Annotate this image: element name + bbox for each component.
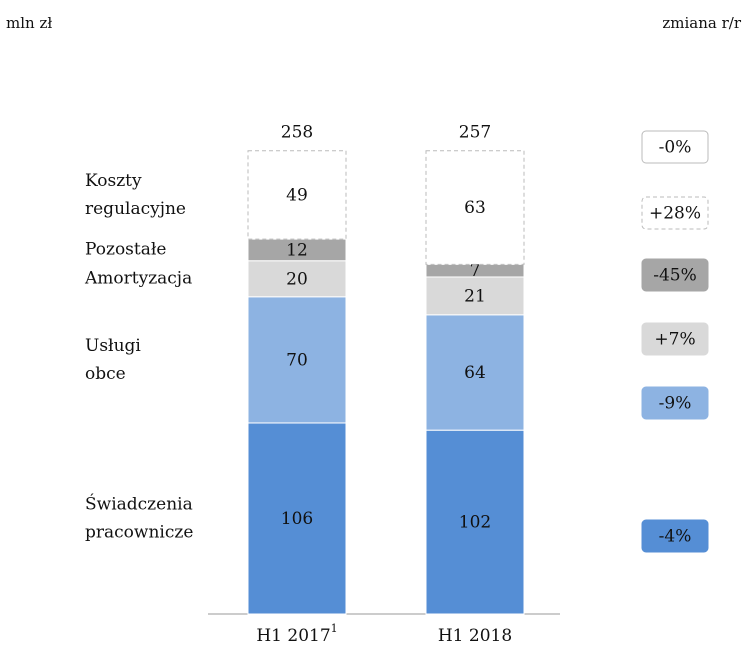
footnote-mark: 1 — [331, 622, 338, 635]
change-label: -9% — [659, 394, 692, 414]
value-label: 70 — [286, 350, 308, 370]
change-box — [641, 196, 709, 230]
legend-label: Świadczenia pracownicze — [85, 493, 193, 542]
bar-segment — [247, 150, 347, 240]
value-label: 21 — [464, 286, 486, 306]
total-label: 257 — [459, 122, 491, 142]
value-label: 63 — [464, 198, 486, 218]
bar-segment — [247, 422, 347, 615]
value-label: 12 — [286, 240, 308, 260]
change-label: -0% — [659, 138, 692, 158]
value-label: 106 — [281, 509, 313, 529]
change-box — [641, 386, 709, 420]
legend-line: Świadczenia — [85, 493, 193, 514]
category-name: H1 2018 — [438, 626, 512, 646]
legend-line: pracownicze — [85, 522, 193, 542]
value-label: 49 — [286, 185, 308, 205]
change-box — [641, 519, 709, 553]
change-box — [641, 258, 709, 292]
total-label: 258 — [281, 122, 313, 142]
legend-label: Pozostałe — [85, 239, 166, 259]
change-box — [641, 130, 709, 164]
change-label: -4% — [659, 527, 692, 547]
change-box — [641, 322, 709, 356]
bar-segment — [425, 150, 525, 265]
value-label: 20 — [286, 269, 308, 289]
bar-segment — [247, 296, 347, 424]
legend-line: Koszty — [85, 170, 142, 190]
x-tick-label: H1 20171 — [256, 622, 337, 646]
category-name: H1 2017 — [256, 626, 330, 646]
legend-line: Usługi — [85, 335, 141, 355]
legend-label: Amortyzacja — [84, 268, 192, 288]
x-tick-label: H1 2018 — [438, 626, 512, 646]
value-label: 7 — [470, 261, 481, 281]
change-label: +7% — [654, 330, 695, 350]
legend-line: obce — [85, 363, 126, 383]
bar-segment — [425, 276, 525, 316]
legend-label: Usługi obce — [85, 335, 141, 383]
change-header: zmiana r/r — [662, 14, 741, 32]
legend-line: regulacyjne — [85, 198, 186, 218]
change-label: +28% — [649, 204, 701, 224]
value-label: 102 — [459, 513, 491, 533]
change-label: -45% — [653, 266, 697, 286]
legend-label: Koszty regulacyjne — [85, 170, 186, 218]
unit-label: mln zł — [6, 14, 52, 32]
value-label: 64 — [464, 363, 486, 383]
